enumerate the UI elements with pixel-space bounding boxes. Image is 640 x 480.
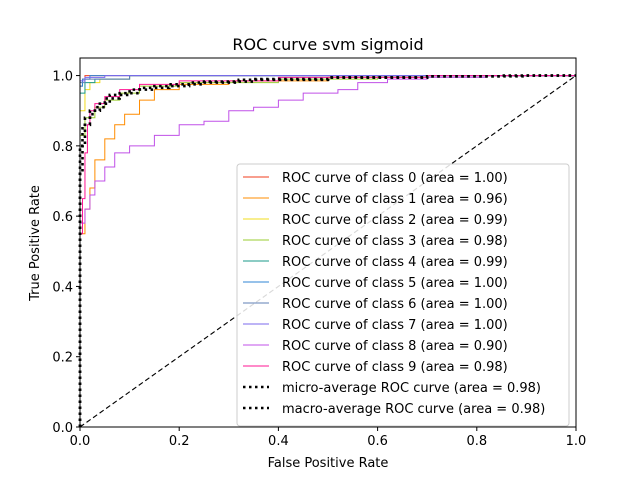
y-tick-label: 0.0 bbox=[52, 421, 73, 436]
x-axis-title: False Positive Rate bbox=[268, 456, 389, 471]
legend-label: ROC curve of class 0 (area = 1.00) bbox=[282, 171, 508, 186]
legend-label: ROC curve of class 5 (area = 1.00) bbox=[282, 276, 508, 291]
legend-label: micro-average ROC curve (area = 0.98) bbox=[282, 381, 541, 396]
series-line-11 bbox=[78, 74, 576, 427]
y-tick-label: 0.4 bbox=[52, 280, 73, 295]
x-tick-label: 0.4 bbox=[268, 434, 289, 449]
plot-frame bbox=[79, 57, 577, 428]
x-tick-label: 0.6 bbox=[367, 434, 388, 449]
legend-label: ROC curve of class 3 (area = 0.98) bbox=[282, 234, 508, 249]
x-tick-label: 0.2 bbox=[169, 434, 190, 449]
legend-label: macro-average ROC curve (area = 0.98) bbox=[282, 402, 545, 417]
y-tick-label: 0.2 bbox=[52, 351, 73, 366]
chart-title: ROC curve svm sigmoid bbox=[232, 35, 423, 54]
legend-label: ROC curve of class 2 (area = 0.99) bbox=[282, 213, 508, 228]
legend-label: ROC curve of class 7 (area = 1.00) bbox=[282, 318, 508, 333]
x-tick-label: 0.8 bbox=[466, 434, 487, 449]
legend-label: ROC curve of class 8 (area = 0.90) bbox=[282, 339, 508, 354]
legend-label: ROC curve of class 1 (area = 0.96) bbox=[282, 192, 508, 207]
ticks-layer: 0.0 0.2 0.4 0.6 0.8 1.0 0.0 0.2 0.4 0.6 0.8 1.0 bbox=[52, 70, 586, 449]
legend-label: ROC curve of class 6 (area = 1.00) bbox=[282, 297, 508, 312]
y-tick-label: 0.8 bbox=[52, 140, 73, 155]
chance-diagonal-line bbox=[79, 75, 577, 428]
legend-box bbox=[236, 163, 570, 427]
legend-label: ROC curve of class 9 (area = 0.98) bbox=[282, 360, 508, 375]
x-tick-label: 1.0 bbox=[566, 434, 587, 449]
y-axis-title: True Positive Rate bbox=[28, 185, 43, 302]
x-tick-label: 0.0 bbox=[70, 434, 91, 449]
legend: ROC curve of class 0 (area = 1.00) ROC cu… bbox=[236, 163, 570, 427]
legend-label: ROC curve of class 4 (area = 0.99) bbox=[282, 255, 508, 270]
y-tick-label: 0.6 bbox=[52, 210, 73, 225]
series-line-8 bbox=[79, 75, 576, 427]
y-tick-label: 1.0 bbox=[52, 70, 73, 85]
